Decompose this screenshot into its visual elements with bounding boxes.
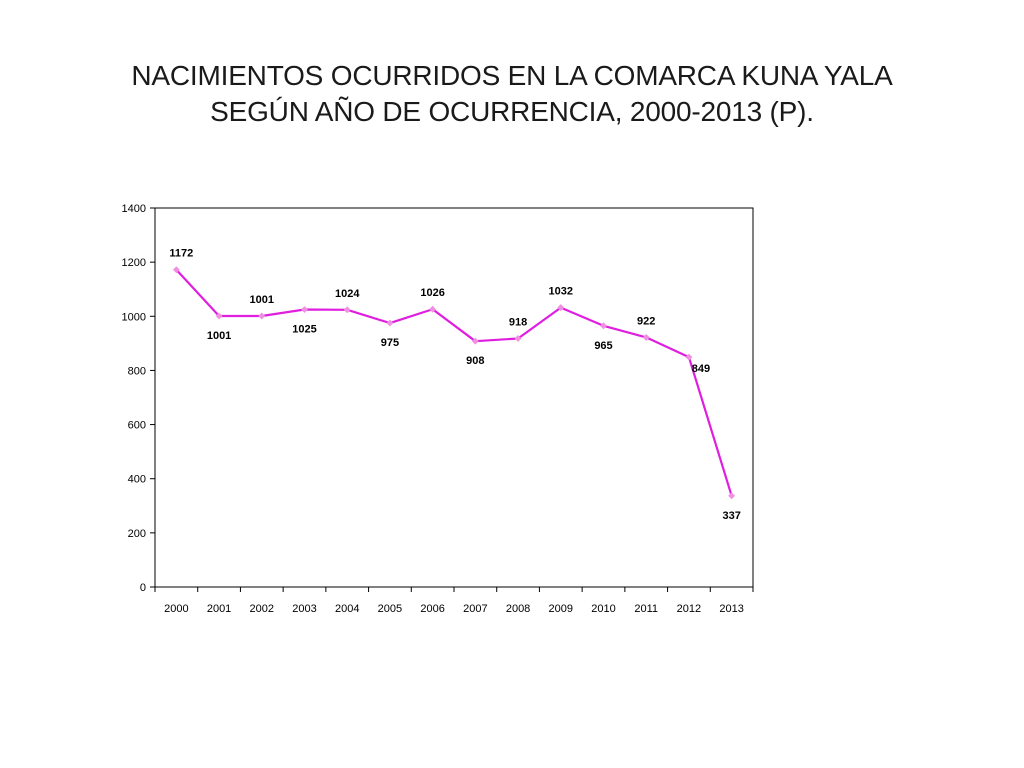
data-label: 1001: [250, 294, 274, 306]
data-point-marker: [300, 305, 309, 314]
data-label: 1024: [335, 288, 360, 300]
data-label: 1026: [420, 287, 444, 299]
y-tick-label: 200: [128, 528, 146, 540]
data-label: 1025: [292, 324, 316, 336]
data-label: 849: [692, 363, 710, 375]
x-axis: 2000 2001 2002 2003 2004 2005 2006 2007 2008 2009…: [154, 587, 754, 615]
data-point-marker: [429, 305, 437, 313]
data-label: 965: [594, 340, 612, 352]
data-point-marker: [557, 304, 565, 312]
data-point-marker: [172, 266, 180, 274]
x-tick-label: 2012: [677, 603, 701, 615]
chart-title: NACIMIENTOS OCURRIDOS EN LA COMARCA KUNA…: [40, 58, 984, 130]
data-point-marker: [258, 312, 266, 320]
x-tick-label: 2005: [378, 603, 402, 615]
data-labels-group: 1172 1001 1001 1025 1024 975 1026 908 918 1032 965…: [169, 248, 740, 522]
chart-title-line-2: SEGÚN AÑO DE OCURRENCIA, 2000-2013 (P).: [210, 96, 814, 127]
y-tick-label: 600: [128, 420, 146, 432]
y-tick-label: 1000: [122, 311, 146, 323]
x-tick-label: 2010: [591, 603, 615, 615]
data-label: 918: [509, 316, 527, 328]
x-tick-label: 2001: [207, 603, 231, 615]
chart-title-line-1: NACIMIENTOS OCURRIDOS EN LA COMARCA KUNA…: [131, 60, 893, 91]
data-point-marker: [386, 319, 394, 327]
y-tick-label: 1200: [122, 257, 146, 269]
x-tick-label: 2002: [250, 603, 274, 615]
y-tick-label: 800: [128, 365, 146, 377]
data-label: 975: [381, 337, 399, 349]
x-tick-label: 2009: [549, 603, 573, 615]
data-label: 337: [722, 510, 740, 522]
data-point-marker: [471, 337, 479, 345]
y-tick-label: 1400: [122, 203, 146, 215]
x-tick-label: 2008: [506, 603, 530, 615]
data-label: 1032: [549, 286, 573, 298]
data-point-marker: [514, 334, 522, 343]
y-tick-label: 400: [128, 474, 146, 486]
plot-area: [154, 207, 754, 588]
series-group: [172, 266, 736, 500]
plot-border: [154, 207, 754, 588]
x-tick-label: 2004: [335, 603, 359, 615]
x-tick-label: 2013: [719, 603, 743, 615]
data-point-marker: [599, 322, 608, 330]
data-point-marker: [642, 333, 650, 341]
series-line: [175, 268, 733, 497]
y-tick-label: 0: [140, 582, 146, 594]
x-tick-label: 2000: [164, 603, 188, 615]
data-label: 1001: [207, 330, 231, 342]
data-point-marker: [215, 312, 223, 320]
data-point-marker: [728, 492, 736, 500]
x-tick-label: 2007: [463, 603, 487, 615]
x-tick-label: 2006: [420, 603, 444, 615]
data-label: 922: [637, 315, 655, 327]
x-tick-label: 2003: [292, 603, 316, 615]
x-tick-label: 2011: [634, 603, 658, 615]
data-label: 1172: [169, 248, 193, 260]
data-point-marker: [685, 353, 693, 361]
data-point-marker: [343, 306, 351, 314]
data-label: 908: [466, 355, 484, 367]
y-axis: 0 200 400 600 800 1000 1200 1400: [122, 203, 155, 594]
